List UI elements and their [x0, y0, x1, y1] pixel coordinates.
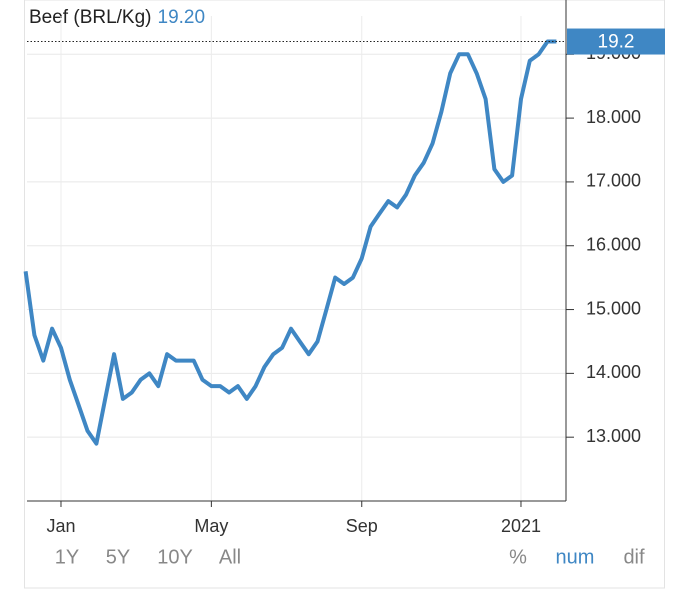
- y-tick-label: 14.000: [586, 362, 641, 382]
- y-tick-label: 16.000: [586, 234, 641, 254]
- range-button[interactable]: 10Y: [157, 546, 193, 568]
- frame: [24, 0, 665, 589]
- x-tick-label: Sep: [346, 516, 378, 536]
- mode-button[interactable]: %: [509, 546, 527, 568]
- range-button[interactable]: 5Y: [106, 546, 130, 568]
- x-tick-label: 2021: [501, 516, 541, 536]
- y-tick-label: 13.000: [586, 426, 641, 446]
- x-tick-label: Jan: [46, 516, 75, 536]
- y-tick-label: 17.000: [586, 171, 641, 191]
- mode-button[interactable]: num: [556, 546, 595, 568]
- chart-title: Beef (BRL/Kg): [29, 7, 152, 28]
- current-value: 19.20: [158, 7, 206, 28]
- price-line: [23, 39, 557, 446]
- last-value-label: 19.2: [598, 32, 635, 53]
- y-tick-label: 18.000: [586, 107, 641, 127]
- y-tick-label: 15.000: [586, 298, 641, 318]
- x-tick-label: May: [194, 516, 228, 536]
- range-button[interactable]: 1Y: [55, 546, 79, 568]
- mode-button[interactable]: dif: [623, 546, 645, 568]
- range-button[interactable]: All: [219, 546, 241, 568]
- last-value-box: [567, 28, 665, 55]
